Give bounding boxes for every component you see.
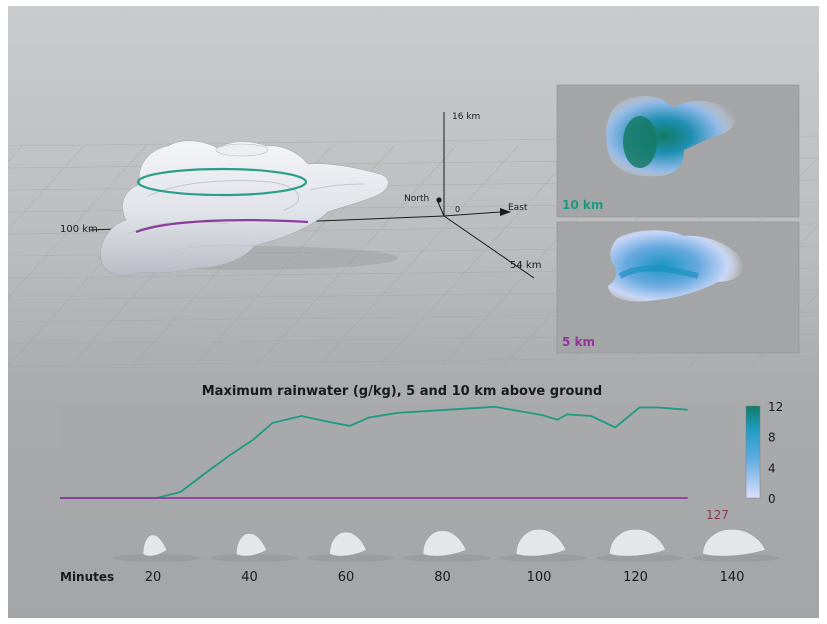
x-axis-label: Minutes	[60, 570, 114, 584]
ring-5km	[135, 219, 309, 234]
axis-label-west: 100 km	[60, 224, 98, 235]
panel-5km: 5 km	[556, 221, 800, 354]
series-line-10km	[60, 405, 688, 499]
storm-snapshot	[499, 529, 587, 562]
storm-scene: 16 km 100 km 54 km North East 0 10 km	[8, 84, 819, 585]
storm-snapshots	[113, 529, 780, 562]
x-tick-label: 140	[720, 570, 745, 585]
colorbar-tick-label: 0	[768, 492, 776, 506]
storm-cloud	[98, 140, 398, 276]
chart-plot-area	[60, 404, 736, 506]
colorbar-tick-label: 12	[768, 400, 783, 414]
x-tick-labels: 20 40 60 80 100 120 140	[145, 570, 745, 585]
x-tick-label: 20	[145, 570, 162, 585]
ring-10km	[136, 167, 308, 197]
x-tick-label: 100	[527, 570, 552, 585]
x-tick-label: 120	[623, 570, 648, 585]
axis-label-north: North	[404, 194, 429, 204]
figure-frame: 16 km 100 km 54 km North East 0 10 km	[8, 6, 819, 618]
axis-label-vertical: 16 km	[452, 112, 480, 122]
colorbar-ticks: 0 4 8 12	[768, 400, 783, 506]
panel-10km: 10 km	[556, 84, 800, 218]
storm-snapshot	[209, 533, 298, 562]
colorbar	[745, 405, 761, 499]
x-tick-label: 60	[338, 570, 355, 585]
colorbar-tick-label: 4	[768, 461, 776, 475]
colorbar-tick-label: 8	[768, 431, 776, 445]
storm-snapshot	[306, 531, 394, 562]
north-marker-icon	[436, 197, 442, 203]
axis-label-south: 54 km	[510, 260, 541, 271]
storm-snapshot	[113, 534, 201, 562]
panel-label-10km: 10 km	[562, 198, 603, 212]
annotation-127: 127	[706, 508, 729, 522]
chart-lines	[60, 405, 688, 499]
chart-title: Maximum rainwater (g/kg), 5 and 10 km ab…	[202, 384, 602, 399]
storm-snapshot	[692, 529, 780, 562]
axis-label-origin: 0	[455, 205, 460, 214]
east-arrow-icon	[500, 208, 511, 216]
storm-snapshot	[402, 530, 491, 562]
x-tick-label: 80	[434, 570, 451, 585]
axis-label-east: East	[508, 203, 528, 213]
storm-snapshot	[595, 529, 684, 562]
panel-label-5km: 5 km	[562, 335, 595, 349]
x-tick-label: 40	[241, 570, 258, 585]
